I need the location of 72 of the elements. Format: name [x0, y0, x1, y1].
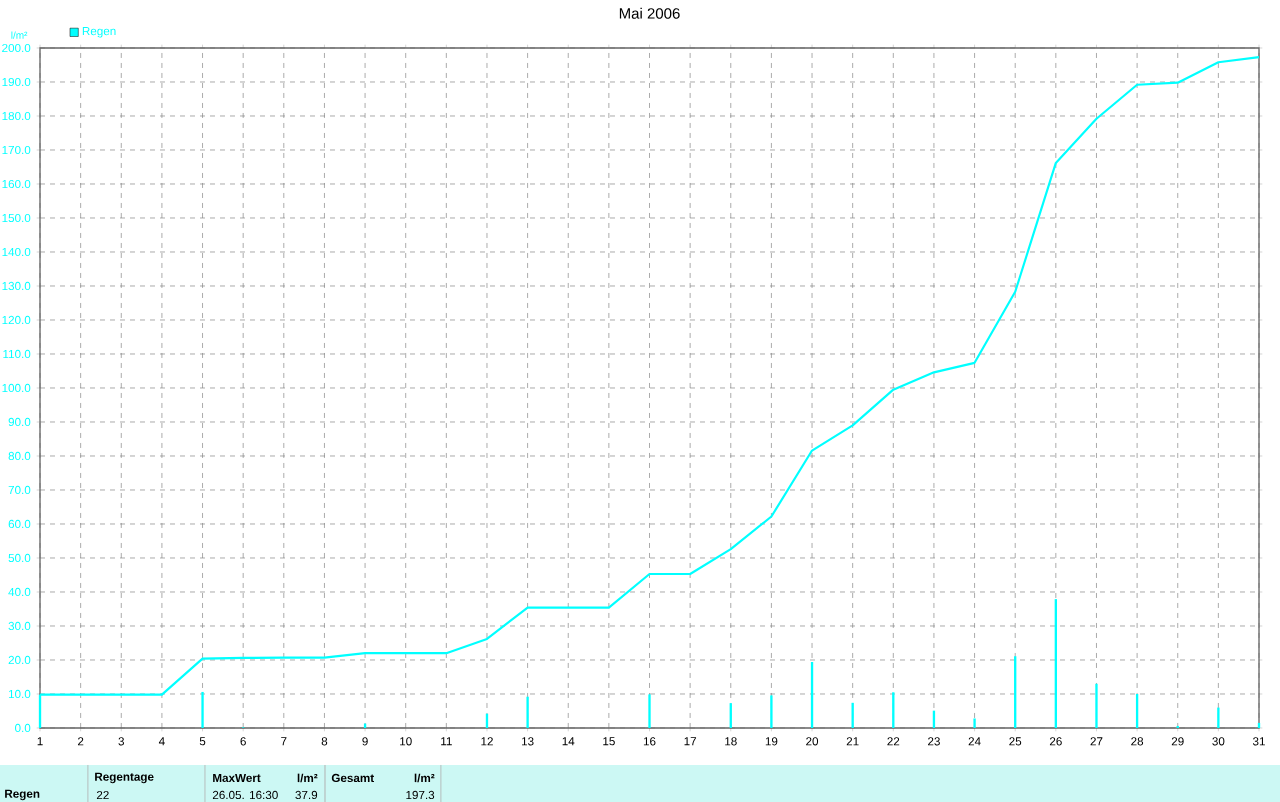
- y-tick-label: 10.0: [8, 689, 31, 699]
- x-tick-label: 26: [1049, 737, 1062, 746]
- y-tick-label: 100.0: [2, 383, 31, 393]
- x-tick-label: 14: [562, 737, 575, 746]
- x-tick-label: 8: [321, 737, 328, 746]
- text: 22: [96, 790, 109, 800]
- x-tick-label: 27: [1090, 737, 1103, 746]
- y-tick-label: 20.0: [8, 655, 31, 665]
- y-tick-label: 200.0: [2, 43, 31, 53]
- bar: [201, 691, 204, 728]
- x-tick-label: 22: [887, 737, 900, 746]
- x-tick-label: 13: [522, 737, 534, 746]
- bar: [770, 695, 773, 728]
- x-tick-label: 15: [603, 737, 615, 746]
- y-tick-label: 50.0: [8, 553, 31, 563]
- x-tick-label: 12: [481, 737, 493, 746]
- x-tick-label: 9: [362, 737, 368, 746]
- text: l/m²: [414, 773, 435, 783]
- x-tick-label: 29: [1171, 737, 1184, 746]
- x-tick-label: 7: [281, 737, 287, 746]
- y-tick-label: 110.0: [3, 349, 31, 359]
- bar: [1217, 707, 1220, 728]
- x-tick-label: 2: [77, 737, 84, 746]
- x-tick-label: 6: [240, 737, 246, 746]
- text: l/m²: [297, 773, 318, 783]
- text: 26.05. 16:30: [212, 790, 278, 800]
- y-tick-label: 140.0: [2, 247, 31, 257]
- x-tick-label: 5: [199, 737, 206, 746]
- y-tick-label: 160.0: [2, 179, 31, 189]
- y-axis-title: l/m²: [11, 31, 28, 39]
- x-tick-label: 31: [1252, 737, 1265, 746]
- y-tick-label: 180.0: [2, 111, 31, 121]
- y-tick-label: 130.0: [2, 281, 31, 291]
- text: Regen: [5, 789, 40, 801]
- y-tick-label: 80.0: [8, 451, 31, 461]
- y-tick-label: 30.0: [8, 621, 31, 631]
- x-tick-label: 30: [1212, 737, 1225, 746]
- y-tick-label: 170.0: [2, 145, 31, 155]
- y-tick-label: 70.0: [8, 485, 31, 495]
- y-tick-label: 60.0: [8, 519, 31, 529]
- y-tick-label: 120.0: [2, 315, 31, 325]
- bar: [1095, 683, 1098, 728]
- y-tick-label: 0.0: [15, 723, 31, 733]
- text: Gesamt: [331, 773, 374, 783]
- x-tick-label: 19: [765, 737, 778, 746]
- chart-title: Mai 2006: [619, 7, 680, 19]
- x-tick-label: 20: [806, 737, 819, 746]
- x-tick-label: 1: [37, 737, 43, 746]
- x-tick-label: 23: [928, 737, 940, 746]
- x-tick-label: 21: [846, 737, 859, 746]
- text: Regentage: [95, 772, 154, 784]
- text: 37.9: [295, 790, 318, 800]
- bar: [973, 718, 976, 728]
- x-tick-label: 10: [400, 737, 412, 746]
- x-tick-label: 25: [1009, 737, 1022, 746]
- x-tick-label: 24: [968, 737, 981, 746]
- x-tick-label: 18: [725, 737, 737, 746]
- x-tick-label: 3: [118, 737, 124, 746]
- bar: [648, 694, 651, 728]
- x-tick-label: 11: [441, 737, 452, 746]
- y-tick-label: 90.0: [8, 417, 31, 427]
- text: MaxWert: [213, 773, 261, 783]
- x-tick-label: 28: [1131, 737, 1144, 746]
- x-tick-label: 4: [158, 737, 165, 746]
- y-tick-label: 190.0: [2, 77, 31, 87]
- legend-label: Regen: [82, 27, 116, 38]
- text: 197.3: [406, 790, 435, 800]
- x-tick-label: 17: [684, 737, 697, 746]
- x-tick-label: 16: [643, 737, 656, 746]
- y-tick-label: 40.0: [8, 587, 31, 597]
- bar: [526, 696, 529, 728]
- y-tick-label: 150.0: [2, 213, 31, 223]
